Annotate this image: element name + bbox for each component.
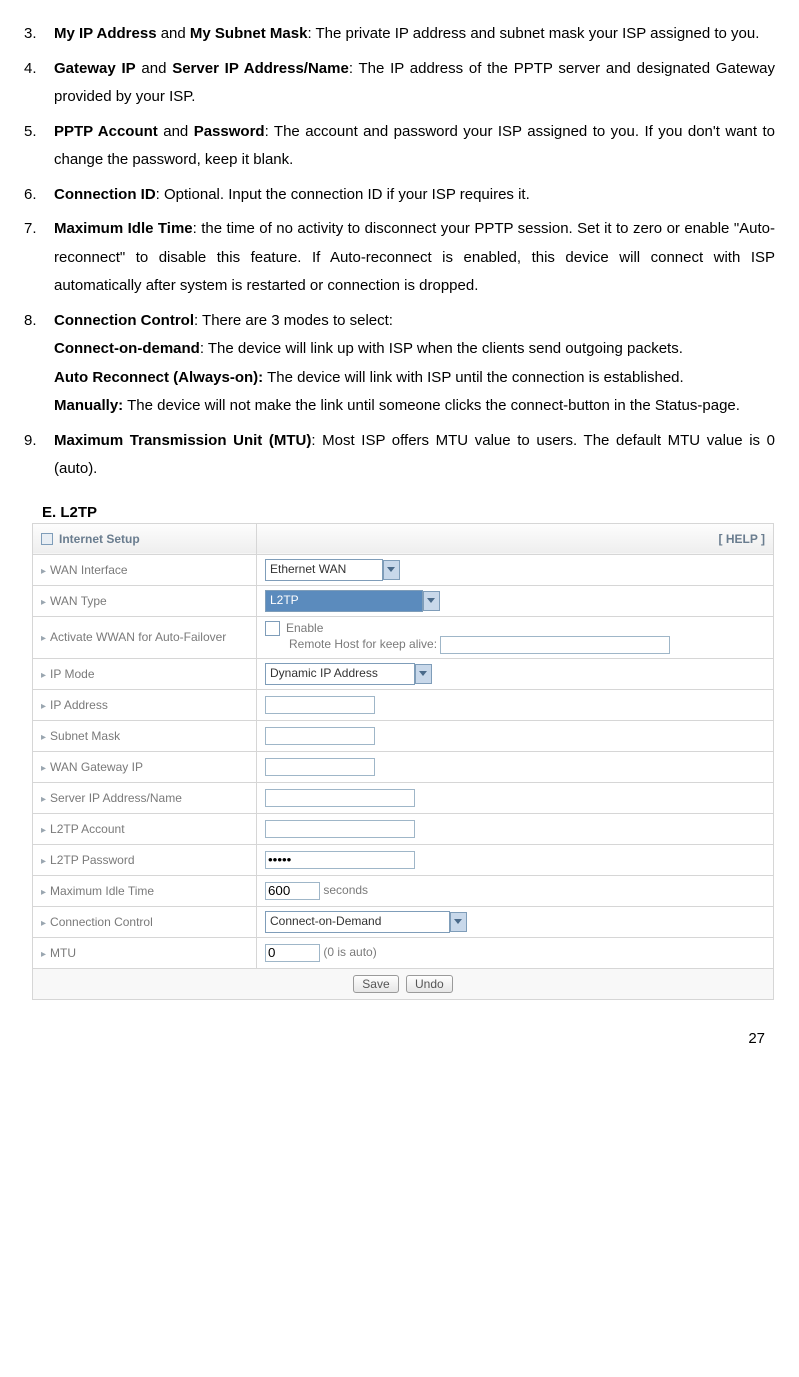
term: Server IP Address/Name bbox=[172, 60, 349, 77]
chevron-right-icon: ▸ bbox=[41, 825, 46, 836]
server-address-input[interactable] bbox=[265, 789, 415, 807]
chevron-right-icon: ▸ bbox=[41, 732, 46, 743]
list-item: 4. Gateway IP and Server IP Address/Name… bbox=[24, 55, 775, 112]
undo-button[interactable]: Undo bbox=[406, 975, 453, 993]
row-l2tp-account: ▸L2TP Account bbox=[33, 813, 774, 844]
chevron-right-icon: ▸ bbox=[41, 887, 46, 898]
row-ip-address: ▸IP Address bbox=[33, 689, 774, 720]
item-number: 7. bbox=[24, 215, 48, 244]
wan-type-select[interactable]: L2TP bbox=[265, 590, 423, 612]
button-row: Save Undo bbox=[33, 968, 774, 999]
max-idle-input[interactable] bbox=[265, 882, 320, 900]
item-number: 5. bbox=[24, 118, 48, 147]
row-mtu: ▸MTU (0 is auto) bbox=[33, 937, 774, 968]
list-item: 7. Maximum Idle Time: the time of no act… bbox=[24, 215, 775, 301]
internet-setup-panel: Internet Setup [ HELP ] ▸WAN Interface E… bbox=[32, 523, 774, 1000]
term: My Subnet Mask bbox=[190, 25, 308, 42]
help-link[interactable]: [ HELP ] bbox=[257, 523, 774, 554]
row-wan-gateway: ▸WAN Gateway IP bbox=[33, 751, 774, 782]
connection-control-select[interactable]: Connect-on-Demand bbox=[265, 911, 450, 933]
subnet-mask-input[interactable] bbox=[265, 727, 375, 745]
term: Connection ID bbox=[54, 186, 156, 203]
chevron-right-icon: ▸ bbox=[41, 566, 46, 577]
chevron-right-icon: ▸ bbox=[41, 856, 46, 867]
row-connection-control: ▸Connection Control Connect-on-Demand bbox=[33, 906, 774, 937]
dropdown-icon[interactable] bbox=[450, 912, 467, 932]
term: PPTP Account bbox=[54, 123, 158, 140]
row-ip-mode: ▸IP Mode Dynamic IP Address bbox=[33, 658, 774, 689]
list-item: 9. Maximum Transmission Unit (MTU): Most… bbox=[24, 427, 775, 484]
dropdown-icon[interactable] bbox=[415, 664, 432, 684]
term: Gateway IP bbox=[54, 60, 136, 77]
panel-icon bbox=[41, 533, 53, 545]
row-wan-interface: ▸WAN Interface Ethernet WAN bbox=[33, 554, 774, 585]
l2tp-account-input[interactable] bbox=[265, 820, 415, 838]
list-item: 6. Connection ID: Optional. Input the co… bbox=[24, 181, 775, 210]
item-number: 3. bbox=[24, 20, 48, 49]
chevron-right-icon: ▸ bbox=[41, 918, 46, 929]
row-max-idle: ▸Maximum Idle Time seconds bbox=[33, 875, 774, 906]
chevron-right-icon: ▸ bbox=[41, 763, 46, 774]
ip-mode-select[interactable]: Dynamic IP Address bbox=[265, 663, 415, 685]
dropdown-icon[interactable] bbox=[383, 560, 400, 580]
sub-item: Auto Reconnect (Always-on): The device w… bbox=[24, 364, 775, 393]
list-item: 3. My IP Address and My Subnet Mask: The… bbox=[24, 20, 775, 49]
instruction-list: 3. My IP Address and My Subnet Mask: The… bbox=[24, 20, 775, 484]
dropdown-icon[interactable] bbox=[423, 591, 440, 611]
save-button[interactable]: Save bbox=[353, 975, 398, 993]
page-number: 27 bbox=[24, 1030, 775, 1047]
panel-header: Internet Setup [ HELP ] bbox=[33, 523, 774, 554]
row-wan-type: ▸WAN Type L2TP bbox=[33, 585, 774, 616]
wan-interface-select[interactable]: Ethernet WAN bbox=[265, 559, 383, 581]
chevron-right-icon: ▸ bbox=[41, 701, 46, 712]
item-number: 8. bbox=[24, 307, 48, 336]
list-item: 5. PPTP Account and Password: The accoun… bbox=[24, 118, 775, 175]
term: Maximum Transmission Unit (MTU) bbox=[54, 432, 311, 449]
remote-host-input[interactable] bbox=[440, 636, 670, 654]
row-wwan-failover: ▸Activate WWAN for Auto-Failover Enable … bbox=[33, 616, 774, 658]
sub-item: Connect-on-demand: The device will link … bbox=[24, 335, 775, 364]
term: Maximum Idle Time bbox=[54, 220, 193, 237]
list-item: 8. Connection Control: There are 3 modes… bbox=[24, 307, 775, 421]
term: Password bbox=[194, 123, 265, 140]
sub-item: Manually: The device will not make the l… bbox=[24, 392, 775, 421]
chevron-right-icon: ▸ bbox=[41, 633, 46, 644]
item-number: 6. bbox=[24, 181, 48, 210]
item-number: 9. bbox=[24, 427, 48, 456]
chevron-right-icon: ▸ bbox=[41, 949, 46, 960]
term: My IP Address bbox=[54, 25, 157, 42]
chevron-right-icon: ▸ bbox=[41, 670, 46, 681]
panel-title: Internet Setup bbox=[59, 532, 140, 546]
row-l2tp-password: ▸L2TP Password bbox=[33, 844, 774, 875]
l2tp-password-input[interactable] bbox=[265, 851, 415, 869]
term: Connection Control bbox=[54, 312, 194, 329]
section-heading: E. L2TP bbox=[24, 504, 775, 521]
ip-address-input[interactable] bbox=[265, 696, 375, 714]
wan-gateway-input[interactable] bbox=[265, 758, 375, 776]
enable-checkbox[interactable] bbox=[265, 621, 280, 636]
chevron-right-icon: ▸ bbox=[41, 597, 46, 608]
item-number: 4. bbox=[24, 55, 48, 84]
chevron-right-icon: ▸ bbox=[41, 794, 46, 805]
row-server-address: ▸Server IP Address/Name bbox=[33, 782, 774, 813]
row-subnet-mask: ▸Subnet Mask bbox=[33, 720, 774, 751]
mtu-input[interactable] bbox=[265, 944, 320, 962]
